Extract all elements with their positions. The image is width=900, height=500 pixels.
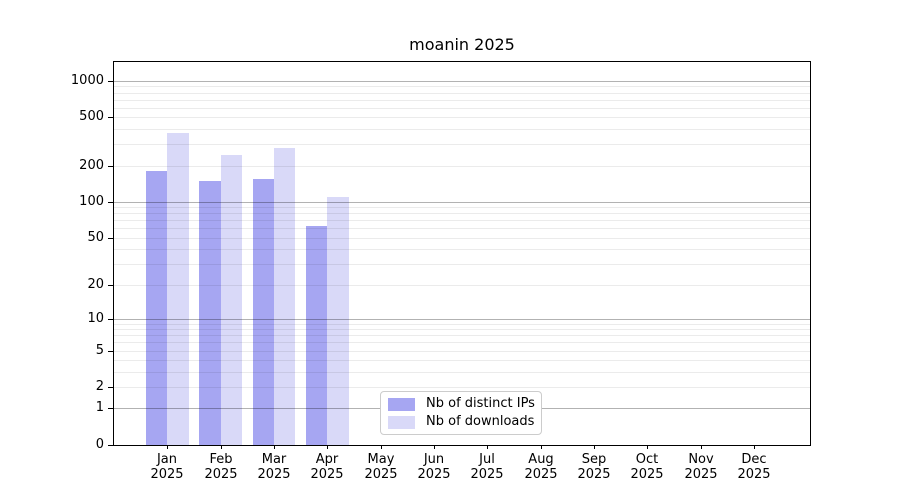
legend: Nb of distinct IPs Nb of downloads — [380, 391, 542, 435]
legend-item-downloads: Nb of downloads — [388, 414, 535, 430]
gridline-minor-3 — [114, 372, 810, 373]
chart-title: moanin 2025 — [409, 35, 515, 54]
gridline-minor-9 — [114, 324, 810, 325]
legend-item-distinct-ips: Nb of distinct IPs — [388, 396, 535, 412]
legend-label-downloads: Nb of downloads — [426, 414, 535, 429]
y-tick-20 — [108, 285, 113, 286]
gridline-minor-5 — [114, 351, 810, 352]
y-tick-label-2: 2 — [95, 379, 104, 394]
legend-swatch-downloads — [388, 415, 415, 429]
y-tick-200 — [108, 166, 113, 167]
bar-downloads-feb — [220, 154, 242, 445]
gridline-minor-90 — [114, 207, 810, 208]
x-tick-label-may: May 2025 — [364, 452, 398, 482]
x-tick-oct — [647, 445, 648, 449]
y-tick-100 — [108, 202, 113, 203]
gridline-minor-7 — [114, 335, 810, 336]
x-tick-label-jun: Jun 2025 — [417, 452, 451, 482]
x-tick-mar — [274, 445, 275, 449]
gridline-minor-8 — [114, 329, 810, 330]
gridline-minor-500 — [114, 117, 810, 118]
x-tick-apr — [327, 445, 328, 449]
gridline-minor-60 — [114, 228, 810, 229]
y-tick-50 — [108, 238, 113, 239]
gridline-minor-300 — [114, 144, 810, 145]
x-tick-jun — [434, 445, 435, 449]
y-tick-label-0: 0 — [95, 437, 104, 452]
y-tick-0 — [108, 445, 113, 446]
x-tick-nov — [701, 445, 702, 449]
y-tick-label-20: 20 — [87, 277, 104, 292]
x-tick-label-apr: Apr 2025 — [310, 452, 344, 482]
bar-distinct-ips-feb — [199, 180, 221, 445]
x-tick-label-nov: Nov 2025 — [684, 452, 718, 482]
gridline-minor-600 — [114, 108, 810, 109]
x-tick-may — [381, 445, 382, 449]
y-tick-1 — [108, 408, 113, 409]
gridline-major-1000 — [114, 81, 810, 82]
y-tick-label-10: 10 — [87, 311, 104, 326]
gridline-minor-20 — [114, 285, 810, 286]
gridline-minor-50 — [114, 238, 810, 239]
x-tick-dec — [754, 445, 755, 449]
legend-label-distinct-ips: Nb of distinct IPs — [426, 396, 535, 411]
legend-swatch-distinct-ips — [388, 397, 415, 411]
y-tick-label-50: 50 — [87, 230, 104, 245]
gridline-minor-6 — [114, 342, 810, 343]
gridline-minor-700 — [114, 100, 810, 101]
x-tick-label-jul: Jul 2025 — [470, 452, 504, 482]
y-tick-label-500: 500 — [79, 109, 104, 124]
gridline-major-100 — [114, 202, 810, 203]
y-tick-2 — [108, 387, 113, 388]
y-tick-1000 — [108, 81, 113, 82]
gridline-minor-200 — [114, 166, 810, 167]
gridline-minor-800 — [114, 93, 810, 94]
x-tick-sep — [594, 445, 595, 449]
gridline-minor-400 — [114, 129, 810, 130]
gridline-minor-30 — [114, 264, 810, 265]
y-tick-label-100: 100 — [79, 194, 104, 209]
x-tick-label-dec: Dec 2025 — [737, 452, 771, 482]
y-tick-label-5: 5 — [95, 343, 104, 358]
x-tick-label-mar: Mar 2025 — [257, 452, 291, 482]
gridline-minor-900 — [114, 86, 810, 87]
gridline-minor-40 — [114, 249, 810, 250]
x-tick-label-jan: Jan 2025 — [150, 452, 184, 482]
x-tick-jan — [167, 445, 168, 449]
bar-downloads-apr — [327, 196, 349, 445]
gridline-minor-4 — [114, 360, 810, 361]
y-tick-label-1000: 1000 — [70, 73, 104, 88]
y-tick-label-1: 1 — [95, 400, 104, 415]
y-tick-5 — [108, 351, 113, 352]
bar-downloads-jan — [167, 132, 189, 445]
x-tick-label-sep: Sep 2025 — [577, 452, 611, 482]
gridline-minor-70 — [114, 220, 810, 221]
x-tick-aug — [541, 445, 542, 449]
gridline-minor-80 — [114, 213, 810, 214]
plot-area — [113, 61, 811, 446]
x-tick-jul — [487, 445, 488, 449]
x-tick-label-feb: Feb 2025 — [204, 452, 238, 482]
x-tick-label-oct: Oct 2025 — [630, 452, 664, 482]
bar-distinct-ips-apr — [306, 225, 328, 445]
gridline-major-10 — [114, 319, 810, 320]
x-tick-label-aug: Aug 2025 — [524, 452, 558, 482]
x-tick-feb — [221, 445, 222, 449]
y-tick-10 — [108, 319, 113, 320]
bar-downloads-mar — [274, 147, 296, 445]
y-tick-500 — [108, 117, 113, 118]
bar-distinct-ips-jan — [146, 171, 168, 445]
y-tick-label-200: 200 — [79, 158, 104, 173]
gridline-minor-2 — [114, 387, 810, 388]
bar-distinct-ips-mar — [252, 178, 274, 445]
